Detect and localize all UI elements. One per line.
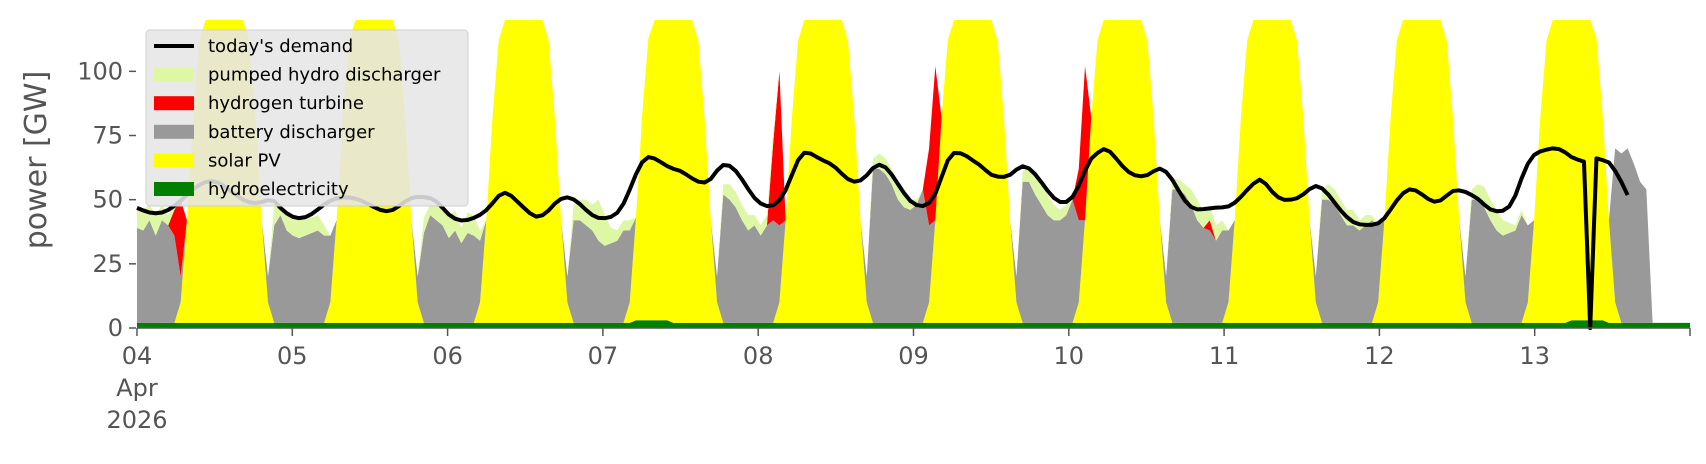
x-tick-label: 10	[1054, 342, 1085, 370]
legend-swatch	[154, 153, 194, 168]
y-tick-label: 75	[92, 122, 123, 150]
legend-item-hydrogen-turbine: hydrogen turbine	[154, 93, 364, 114]
x-tick-label: 2026	[106, 406, 167, 434]
area-layer	[137, 20, 1690, 328]
area-hydroelectricity	[137, 320, 1690, 328]
x-tick-label: 05	[277, 342, 308, 370]
legend-label: pumped hydro discharger	[208, 65, 441, 86]
area-battery-discharger	[137, 20, 1690, 323]
legend-swatch	[154, 124, 194, 139]
legend-item-today-s-demand: today's demand	[154, 36, 353, 57]
legend-item-battery-discharger: battery discharger	[154, 122, 375, 143]
x-tick-label: 12	[1364, 342, 1395, 370]
legend-label: battery discharger	[208, 122, 375, 143]
legend-label: today's demand	[208, 36, 353, 57]
x-tick-label: 07	[588, 342, 619, 370]
x-tick-label: Apr	[116, 374, 158, 402]
legend: today's demand pumped hydro discharger hyd…	[145, 29, 469, 207]
x-tick-label: 06	[432, 342, 463, 370]
area-solar-pv	[137, 20, 1690, 323]
legend-box	[145, 29, 469, 207]
y-tick-label: 0	[108, 314, 123, 342]
y-tick-label: 100	[77, 57, 123, 85]
legend-swatch	[154, 182, 194, 196]
legend-label: solar PV	[208, 150, 281, 171]
y-axis-label: power [GW]	[19, 71, 54, 250]
legend-item-solar-pv: solar PV	[154, 150, 281, 171]
x-tick-label: 04	[122, 342, 153, 370]
line-today-s-demand	[136, 146, 1630, 330]
axes-layer: 0 25 50 75 100 04 Apr 2026 05 06 07 08 09 10 11 12 13	[77, 57, 1691, 434]
x-tick-label: 11	[1209, 342, 1240, 370]
x-tick-label: 09	[898, 342, 929, 370]
legend-swatch	[154, 96, 194, 111]
legend-swatch	[154, 67, 194, 82]
legend-label: hydroelectricity	[208, 179, 349, 200]
x-tick-label: 13	[1519, 342, 1550, 370]
line-layer	[136, 146, 1630, 330]
x-tick-label: 08	[743, 342, 774, 370]
legend-item-pumped-hydro-discharger: pumped hydro discharger	[154, 65, 441, 86]
legend-item-hydroelectricity: hydroelectricity	[154, 179, 349, 200]
legend-label: hydrogen turbine	[208, 93, 364, 114]
y-tick-label: 50	[92, 186, 123, 214]
y-tick-label: 25	[92, 250, 123, 278]
